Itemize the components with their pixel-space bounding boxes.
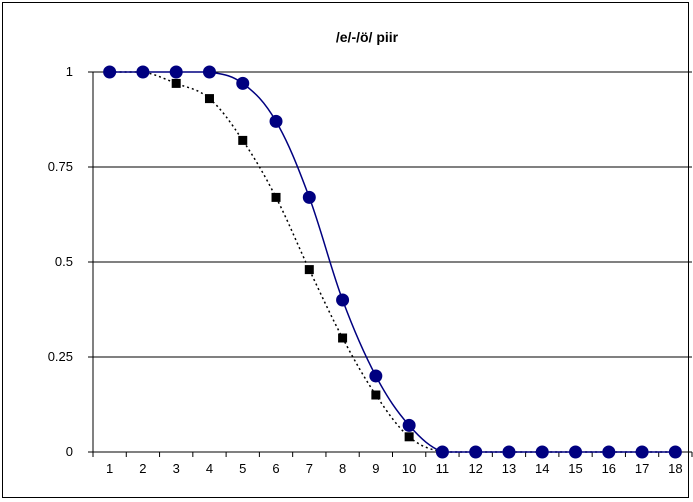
data-point-circle [103, 65, 117, 79]
x-tick-label: 14 [535, 461, 549, 476]
data-point-circle [236, 76, 250, 90]
x-tick-label: 17 [635, 461, 649, 476]
data-point-square [404, 432, 414, 442]
y-tick-label: 0.75 [48, 159, 73, 174]
x-tick-label: 15 [568, 461, 582, 476]
chart-title: /e/-/ö/ piir [336, 29, 399, 45]
data-point-square [271, 192, 281, 202]
data-point-square [204, 94, 214, 104]
x-tick-label: 6 [272, 461, 279, 476]
data-point-circle [635, 445, 649, 459]
x-tick-label: 12 [468, 461, 482, 476]
data-point-square [304, 265, 314, 275]
x-tick-label: 4 [206, 461, 213, 476]
data-point-circle [402, 418, 416, 432]
data-point-circle [502, 445, 516, 459]
series-group [103, 65, 682, 459]
series-circles [103, 65, 682, 459]
data-point-square [338, 333, 348, 343]
x-tick-label: 18 [668, 461, 682, 476]
x-tick-label: 5 [239, 461, 246, 476]
x-tick-label: 13 [502, 461, 516, 476]
data-point-square [371, 390, 381, 400]
data-point-circle [136, 65, 150, 79]
data-point-circle [469, 445, 483, 459]
x-tick-label: 10 [402, 461, 416, 476]
data-point-square [171, 78, 181, 88]
data-point-circle [602, 445, 616, 459]
x-tick-labels: 1 2 3 4 5 6 7 8 9 10 11 12 13 14 15 16 17 18 [106, 461, 683, 476]
data-point-circle [169, 65, 183, 79]
x-tick-label: 1 [106, 461, 113, 476]
y-tick-label: 0 [66, 444, 73, 459]
y-tick-label: 0.25 [48, 349, 73, 364]
gridlines [93, 71, 692, 358]
x-tick-label: 16 [602, 461, 616, 476]
data-point-circle [269, 114, 283, 128]
data-point-circle [435, 445, 449, 459]
x-tick-label: 7 [306, 461, 313, 476]
y-tick-labels: 0 0.25 0.5 0.75 1 [48, 64, 73, 459]
x-tick-label: 9 [372, 461, 379, 476]
data-point-square [238, 135, 248, 145]
x-tick-label: 11 [436, 461, 450, 476]
x-tick-label: 2 [139, 461, 146, 476]
y-tick-label: 1 [66, 64, 73, 79]
chart-frame [2, 2, 689, 498]
data-point-circle [369, 369, 383, 383]
y-tick-label: 0.5 [55, 254, 73, 269]
x-tick-label: 3 [173, 461, 180, 476]
data-point-circle [302, 190, 316, 204]
data-point-circle [336, 293, 350, 307]
x-tick-label: 8 [339, 461, 346, 476]
data-point-circle [569, 445, 583, 459]
data-point-circle [668, 445, 682, 459]
data-point-circle [535, 445, 549, 459]
data-point-circle [202, 65, 216, 79]
